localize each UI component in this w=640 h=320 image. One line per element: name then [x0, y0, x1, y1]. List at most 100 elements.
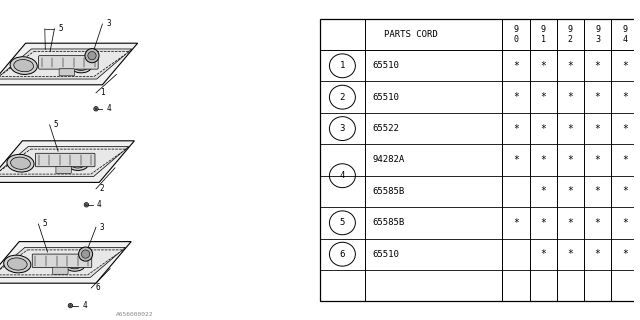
Circle shape — [84, 203, 88, 207]
Text: *: * — [568, 92, 573, 102]
FancyBboxPatch shape — [35, 153, 95, 167]
Polygon shape — [0, 52, 129, 76]
Text: 65510: 65510 — [372, 93, 399, 102]
Text: 9
2: 9 2 — [568, 25, 573, 44]
Circle shape — [94, 107, 99, 111]
Text: 2: 2 — [100, 184, 104, 193]
Ellipse shape — [66, 156, 88, 171]
Text: *: * — [540, 155, 546, 165]
Text: *: * — [595, 61, 600, 71]
Ellipse shape — [69, 58, 92, 73]
Ellipse shape — [4, 255, 31, 273]
Circle shape — [68, 303, 73, 308]
Text: *: * — [622, 61, 628, 71]
Text: *: * — [595, 218, 600, 228]
Text: 3: 3 — [100, 223, 104, 232]
Text: 9
1: 9 1 — [541, 25, 546, 44]
Text: *: * — [513, 155, 519, 165]
Text: *: * — [622, 92, 628, 102]
Text: 4: 4 — [340, 171, 345, 180]
Text: *: * — [540, 187, 546, 196]
Circle shape — [95, 108, 97, 110]
Ellipse shape — [67, 259, 82, 269]
Text: A656000022: A656000022 — [116, 312, 154, 317]
Polygon shape — [0, 242, 131, 283]
Text: *: * — [513, 218, 519, 228]
Text: 5: 5 — [58, 24, 63, 33]
Text: 9
3: 9 3 — [595, 25, 600, 44]
Text: 4: 4 — [97, 200, 101, 209]
Ellipse shape — [10, 57, 37, 75]
Text: 2: 2 — [340, 93, 345, 102]
FancyBboxPatch shape — [32, 254, 92, 268]
Text: *: * — [622, 187, 628, 196]
Text: *: * — [595, 155, 600, 165]
Polygon shape — [0, 147, 129, 177]
FancyBboxPatch shape — [56, 166, 71, 173]
Text: *: * — [568, 187, 573, 196]
Text: 5: 5 — [340, 218, 345, 227]
Text: 94282A: 94282A — [372, 156, 405, 164]
Ellipse shape — [8, 258, 27, 270]
Polygon shape — [0, 49, 132, 79]
Text: *: * — [540, 61, 546, 71]
Text: *: * — [622, 124, 628, 133]
FancyBboxPatch shape — [38, 56, 98, 69]
Text: *: * — [540, 249, 546, 259]
Text: *: * — [540, 218, 546, 228]
Ellipse shape — [70, 158, 85, 168]
Text: 3: 3 — [106, 20, 111, 28]
Text: 4: 4 — [83, 301, 87, 310]
Text: 65522: 65522 — [372, 124, 399, 133]
Polygon shape — [0, 149, 126, 174]
Text: 65585B: 65585B — [372, 218, 405, 227]
Circle shape — [81, 250, 90, 258]
Text: *: * — [513, 92, 519, 102]
Polygon shape — [0, 43, 138, 85]
Text: *: * — [540, 124, 546, 133]
Ellipse shape — [14, 60, 33, 72]
Ellipse shape — [63, 257, 85, 271]
Text: *: * — [540, 92, 546, 102]
Circle shape — [85, 49, 99, 63]
Text: 6: 6 — [340, 250, 345, 259]
FancyBboxPatch shape — [52, 267, 68, 274]
Text: PARTS CORD: PARTS CORD — [385, 30, 438, 39]
Ellipse shape — [7, 154, 34, 172]
Text: 65510: 65510 — [372, 250, 399, 259]
Text: 65510: 65510 — [372, 61, 399, 70]
FancyBboxPatch shape — [59, 69, 74, 76]
Text: *: * — [622, 155, 628, 165]
Text: 6: 6 — [95, 284, 100, 292]
Polygon shape — [0, 250, 123, 275]
Circle shape — [79, 247, 93, 261]
Text: *: * — [622, 218, 628, 228]
Text: *: * — [568, 218, 573, 228]
Text: 5: 5 — [54, 120, 58, 129]
Text: *: * — [568, 124, 573, 133]
Text: 9
4: 9 4 — [622, 25, 627, 44]
Text: 5: 5 — [42, 220, 47, 228]
Ellipse shape — [11, 157, 30, 169]
Text: 1: 1 — [100, 88, 104, 97]
Text: *: * — [513, 124, 519, 133]
Ellipse shape — [73, 61, 88, 70]
Text: *: * — [595, 187, 600, 196]
Text: 65585B: 65585B — [372, 187, 405, 196]
Text: *: * — [568, 155, 573, 165]
Text: *: * — [595, 249, 600, 259]
Circle shape — [86, 204, 87, 206]
Text: 3: 3 — [340, 124, 345, 133]
Text: *: * — [568, 249, 573, 259]
Polygon shape — [0, 247, 125, 277]
Text: 1: 1 — [340, 61, 345, 70]
Text: *: * — [595, 92, 600, 102]
Circle shape — [88, 52, 96, 60]
Text: 4: 4 — [106, 104, 111, 113]
Text: *: * — [513, 61, 519, 71]
Text: 9
0: 9 0 — [513, 25, 518, 44]
Circle shape — [70, 305, 72, 307]
Polygon shape — [0, 141, 134, 182]
Text: *: * — [568, 61, 573, 71]
Text: *: * — [595, 124, 600, 133]
